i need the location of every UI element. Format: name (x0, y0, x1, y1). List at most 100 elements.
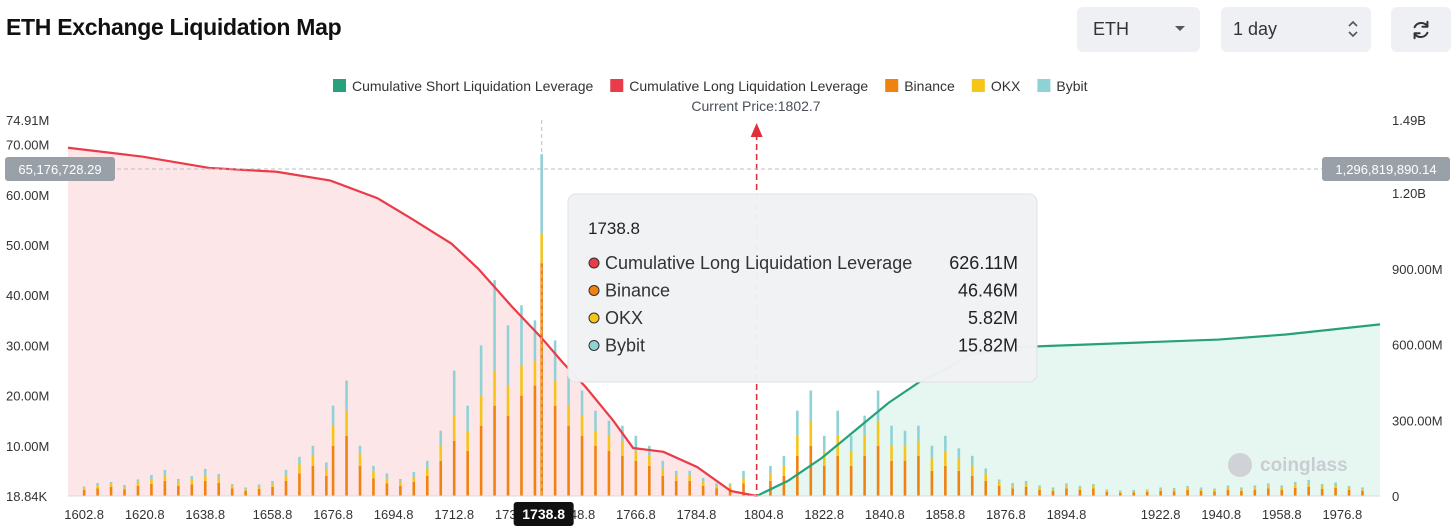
x-tick-label: 1958.8 (1262, 507, 1302, 522)
crosshair-right-label: 1,296,819,890.14 (1335, 162, 1436, 177)
tooltip-row-label: OKX (605, 308, 643, 328)
legend-swatch (610, 79, 624, 92)
bar-binance (1307, 486, 1310, 496)
bar-bybit (970, 455, 974, 466)
bar-bybit (466, 405, 469, 431)
bar-okx (1240, 488, 1243, 491)
bar-binance (230, 488, 234, 496)
bar-binance (567, 425, 570, 496)
y-left-tick-label: 40.00M (6, 288, 49, 303)
bar-okx (782, 465, 786, 476)
bar-bybit (325, 462, 328, 469)
long-cumulative-line (67, 146, 757, 498)
bar-okx (984, 473, 988, 481)
refresh-button[interactable] (1391, 7, 1451, 52)
bar-okx (190, 479, 194, 485)
bar-binance (493, 405, 496, 496)
bar-binance (648, 465, 651, 496)
watermark-text: coinglass (1260, 455, 1348, 476)
bar-binance (1145, 491, 1149, 496)
bar-binance (674, 480, 678, 496)
tooltip-row-label: Cumulative Long Liquidation Leverage (605, 253, 912, 273)
bar-bybit (257, 484, 261, 487)
bar-bybit (809, 390, 813, 421)
bar-okx (163, 474, 167, 481)
bar-bybit (1105, 489, 1109, 491)
bar-binance (466, 450, 469, 496)
bar-binance (1199, 490, 1203, 496)
bar-okx (1199, 488, 1203, 491)
y-left-tick-label: 10.00M (6, 439, 49, 454)
bar-bybit (890, 425, 893, 446)
bar-bybit (634, 435, 638, 451)
y-axis-left: 74.91M 70.00M 60.00M 50.00M 40.00M 30.00M 20.0… (6, 113, 49, 504)
x-tick-label: 1712.8 (434, 507, 474, 522)
bar-binance (257, 488, 261, 496)
bar-bybit (661, 460, 665, 469)
bar-okx (1172, 489, 1176, 492)
bar-binance (385, 483, 389, 496)
tooltip: 1738.8 Cumulative Long Liquidation Levera… (567, 193, 1038, 383)
bar-binance (944, 465, 947, 496)
bar-okx (944, 450, 947, 466)
bar-binance (271, 486, 274, 496)
bar-binance (1320, 488, 1324, 496)
bar-bybit (331, 405, 335, 426)
bar-bybit (1078, 485, 1082, 488)
bar-okx (863, 435, 866, 456)
crosshair-right-label-box (1322, 157, 1450, 181)
bar-okx (412, 476, 416, 482)
x-tick-label: 1620.8 (125, 507, 165, 522)
bar-bybit (1293, 481, 1297, 485)
bar-okx (796, 435, 799, 456)
bar-okx (1145, 490, 1149, 492)
bar-okx (493, 370, 496, 406)
bar-binance (890, 460, 893, 496)
bar-okx (311, 455, 315, 466)
x-tick-label: 1922.8 (1141, 507, 1181, 522)
bar-bybit (822, 435, 826, 451)
bar-bybit (1334, 482, 1337, 485)
bar-binance (217, 482, 221, 496)
bar-bybit (849, 435, 853, 451)
bar-okx (648, 455, 651, 466)
crosshair: 65,176,728.29 1,296,819,890.14 1738.8 (5, 120, 1450, 526)
bar-bybit (876, 390, 880, 421)
x-tick-label: 1658.8 (253, 507, 293, 522)
legend-label: Cumulative Short Liquidation Leverage (352, 78, 593, 94)
short-area-fill (756, 324, 1380, 496)
bar-bybit (1011, 482, 1014, 486)
bar-binance (863, 455, 866, 496)
bar-bybit (244, 487, 247, 489)
y-left-tick-label: 18.84K (6, 489, 48, 504)
bar-okx (1065, 485, 1068, 489)
bar-bybit (479, 345, 483, 396)
x-tick-label: 1894.8 (1047, 507, 1087, 522)
bar-bybit (439, 430, 443, 446)
y-right-tick-label: 600.00M (1392, 338, 1443, 353)
bar-binance (190, 484, 194, 496)
legend-label: Cumulative Long Liquidation Leverage (629, 78, 868, 94)
bar-okx (203, 474, 207, 481)
bar-okx (150, 478, 153, 484)
bar-binance (506, 415, 510, 496)
bar-bybit (715, 483, 718, 486)
legend-label: Bybit (1056, 78, 1087, 94)
bar-bybit (271, 480, 274, 484)
bar-okx (1092, 485, 1095, 489)
symbol-select[interactable]: ETH (1077, 7, 1200, 52)
bar-bybit (520, 305, 523, 366)
bar-binance (930, 470, 934, 496)
bar-okx (284, 474, 288, 481)
bar-binance (1213, 491, 1216, 496)
bar-binance (1011, 488, 1014, 496)
bar-okx (957, 458, 961, 471)
bar-okx (1011, 485, 1014, 489)
bar-binance (298, 473, 301, 496)
bar-binance (1347, 489, 1351, 496)
bar-okx (1051, 488, 1055, 491)
bar-bybit (190, 475, 194, 480)
bar-binance (399, 485, 402, 496)
bar-okx (244, 488, 247, 491)
time-range-select[interactable]: 1 day (1221, 7, 1371, 52)
